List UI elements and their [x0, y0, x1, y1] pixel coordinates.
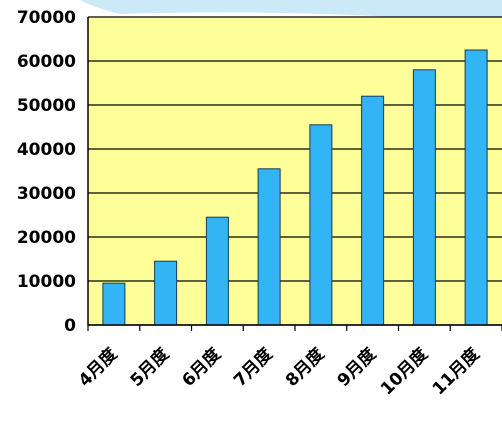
- bar: [257, 168, 281, 326]
- bar: [102, 282, 126, 326]
- x-category-label: 10月度: [376, 343, 432, 399]
- x-category-label: 5月度: [126, 343, 174, 391]
- x-category-label: 4月度: [74, 343, 122, 391]
- y-tick-label: 20000: [17, 228, 76, 248]
- bars: [102, 49, 488, 326]
- y-tick-label: 10000: [17, 272, 76, 292]
- x-category-label: 9月度: [333, 343, 381, 391]
- bar: [154, 260, 178, 326]
- y-tick-label: 50000: [17, 96, 76, 116]
- bar: [464, 49, 488, 326]
- bar: [361, 95, 385, 326]
- y-tick-label: 60000: [17, 52, 76, 72]
- bar: [309, 124, 333, 326]
- y-tick-label: 40000: [17, 140, 76, 160]
- plot-area: [88, 17, 502, 325]
- decorative-swoosh: [80, 0, 502, 24]
- bar: [412, 69, 436, 326]
- x-category-label: 11月度: [428, 343, 484, 399]
- axes: [87, 17, 502, 331]
- y-tick-labels: 0 10000 20000 30000 40000 50000 60000 70000: [17, 8, 76, 336]
- x-category-label: 7月度: [229, 343, 277, 391]
- y-tick-label: 0: [64, 316, 76, 336]
- bar: [205, 216, 229, 326]
- x-category-label: 8月度: [281, 343, 329, 391]
- y-tick-label: 70000: [17, 8, 76, 28]
- y-tick-label: 30000: [17, 184, 76, 204]
- x-category-label: 6月度: [178, 343, 226, 391]
